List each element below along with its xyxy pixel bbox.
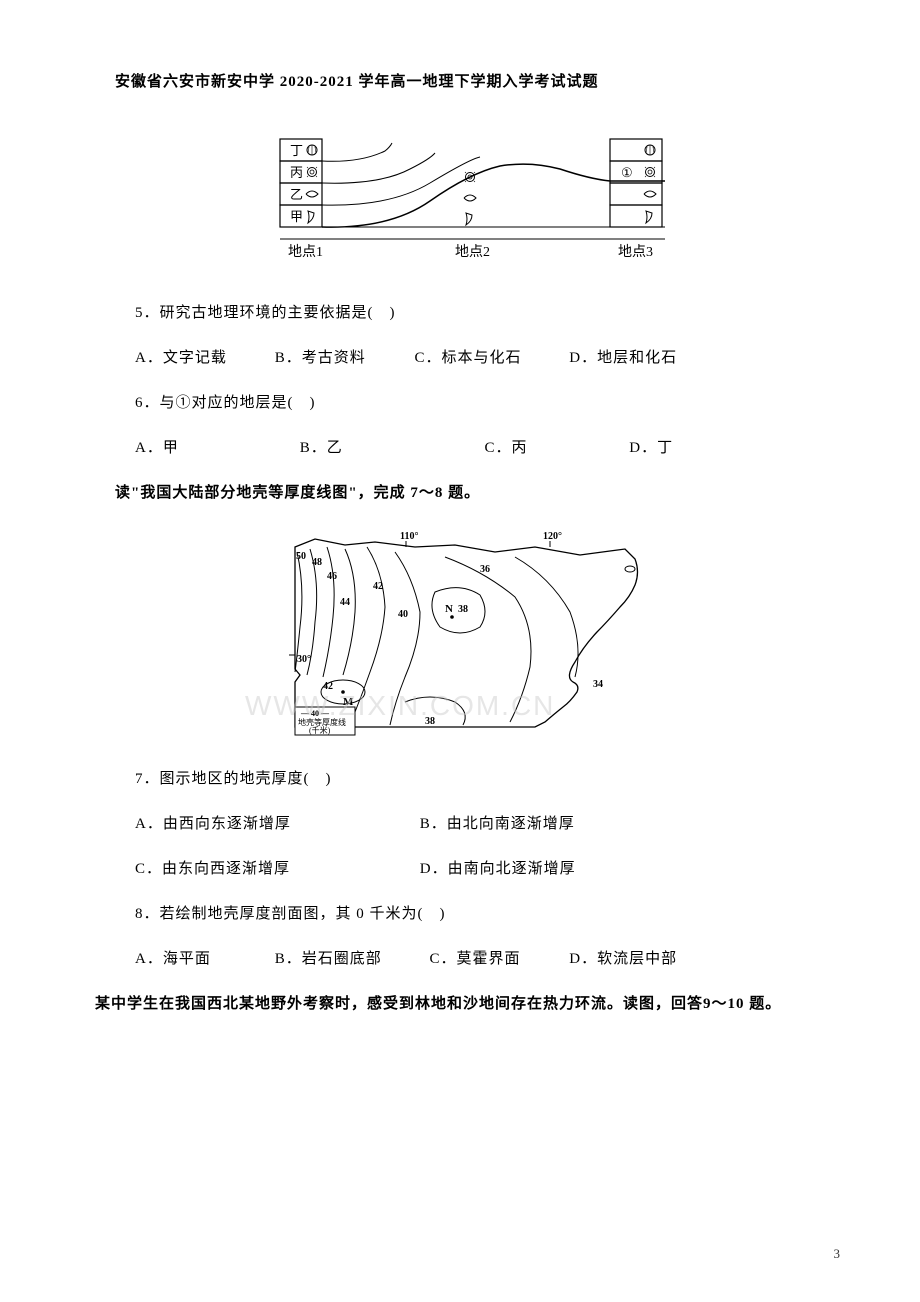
q7-opt-b: B．由北向南逐渐增厚 [420, 812, 575, 833]
question-6: 6．与①对应的地层是( ) [135, 391, 825, 412]
layer-yi: 乙 [290, 187, 303, 202]
question-6-options: A．甲 B．乙 C．丙 D．丁 [135, 436, 825, 457]
svg-text:M: M [343, 696, 354, 708]
q8-opt-a: A．海平面 [135, 947, 270, 968]
page-number: 3 [834, 1246, 841, 1262]
q7-opt-d: D．由南向北逐渐增厚 [420, 857, 576, 878]
svg-text:40: 40 [398, 609, 408, 620]
question-8-options: A．海平面 B．岩石圈底部 C．莫霍界面 D．软流层中部 [135, 947, 825, 968]
question-5: 5．研究古地理环境的主要依据是( ) [135, 301, 825, 322]
q7-opt-a: A．由西向东逐渐增厚 [135, 812, 415, 833]
location-1-label: 地点1 [288, 244, 323, 260]
svg-text:38: 38 [425, 716, 435, 727]
svg-text:— 40 —: — 40 — [300, 709, 330, 718]
q6-opt-c: C．丙 [485, 436, 625, 457]
strata-diagram: 丁 丙 乙 甲 [270, 131, 670, 271]
q8-opt-d: D．软流层中部 [569, 947, 677, 968]
q8-opt-c: C．莫霍界面 [430, 947, 565, 968]
svg-text:48: 48 [312, 557, 322, 568]
section-title-2: 某中学生在我国西北某地野外考察时，感受到林地和沙地间存在热力环流。读图，回答9～… [95, 992, 825, 1013]
q5-opt-a: A．文字记载 [135, 346, 270, 367]
svg-text:42: 42 [323, 681, 333, 692]
question-7: 7．图示地区的地壳厚度( ) [135, 767, 825, 788]
svg-text:42: 42 [373, 581, 383, 592]
svg-text:N: N [445, 603, 453, 615]
svg-text:120°: 120° [543, 531, 562, 542]
q8-opt-b: B．岩石圈底部 [275, 947, 425, 968]
svg-text:34: 34 [593, 679, 603, 690]
layer-circle-1: ① [621, 165, 633, 180]
svg-text:30°: 30° [297, 654, 311, 665]
svg-text:46: 46 [327, 571, 337, 582]
location-3-label: 地点3 [618, 244, 653, 260]
q6-opt-a: A．甲 [135, 436, 295, 457]
svg-text:110°: 110° [400, 531, 418, 542]
layer-jia: 甲 [290, 209, 303, 224]
question-8: 8．若绘制地壳厚度剖面图，其 0 千米为( ) [135, 902, 825, 923]
svg-text:44: 44 [340, 597, 350, 608]
q6-opt-b: B．乙 [300, 436, 480, 457]
section-title-1: 读"我国大陆部分地壳等厚度线图"，完成 7～8 题。 [115, 481, 825, 502]
page-header: 安徽省六安市新安中学 2020-2021 学年高一地理下学期入学考试试题 [115, 70, 825, 91]
layer-ding: 丁 [290, 143, 303, 158]
question-7-options-row1: A．由西向东逐渐增厚 B．由北向南逐渐增厚 [135, 812, 825, 833]
q7-opt-c: C．由东向西逐渐增厚 [135, 857, 415, 878]
question-5-options: A．文字记载 B．考古资料 C．标本与化石 D．地层和化石 [135, 346, 825, 367]
q6-opt-d: D．丁 [629, 436, 673, 457]
q5-opt-c: C．标本与化石 [415, 346, 565, 367]
layer-bing: 丙 [290, 165, 303, 180]
svg-text:(千米): (千米) [309, 725, 331, 735]
q5-opt-b: B．考古资料 [275, 346, 410, 367]
crust-thickness-map: WWW.ZIXIN.COM.CN 110° 120° [285, 527, 655, 737]
svg-text:36: 36 [480, 564, 490, 575]
location-2-label: 地点2 [455, 244, 490, 260]
svg-text:38: 38 [458, 604, 468, 615]
svg-text:50: 50 [296, 551, 306, 562]
question-7-options-row2: C．由东向西逐渐增厚 D．由南向北逐渐增厚 [135, 857, 825, 878]
q5-opt-d: D．地层和化石 [569, 346, 677, 367]
